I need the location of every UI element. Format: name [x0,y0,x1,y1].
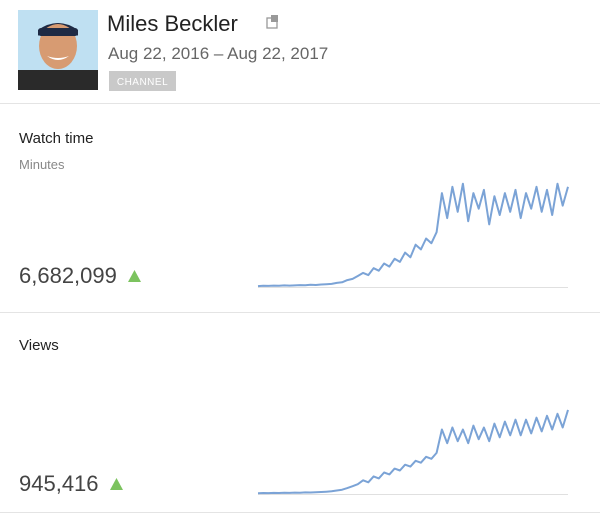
badge-bg [109,71,176,91]
card-total: 6,682,099 [19,263,117,288]
channel-name[interactable]: Miles Beckler [107,11,238,36]
card-total: 945,416 [19,471,99,496]
sparkline [257,182,569,288]
card-title: Views [19,337,59,354]
avatar [18,10,98,90]
date-range: Aug 22, 2016 – Aug 22, 2017 [108,44,328,63]
external-link-icon[interactable] [266,15,278,29]
sparkline [257,409,569,495]
card-title: Watch time [19,130,93,147]
card-subtitle: Minutes [19,157,65,172]
trend-up-icon [110,478,123,490]
trend-up-icon [128,270,141,282]
badge: CHANNEL [117,77,168,88]
